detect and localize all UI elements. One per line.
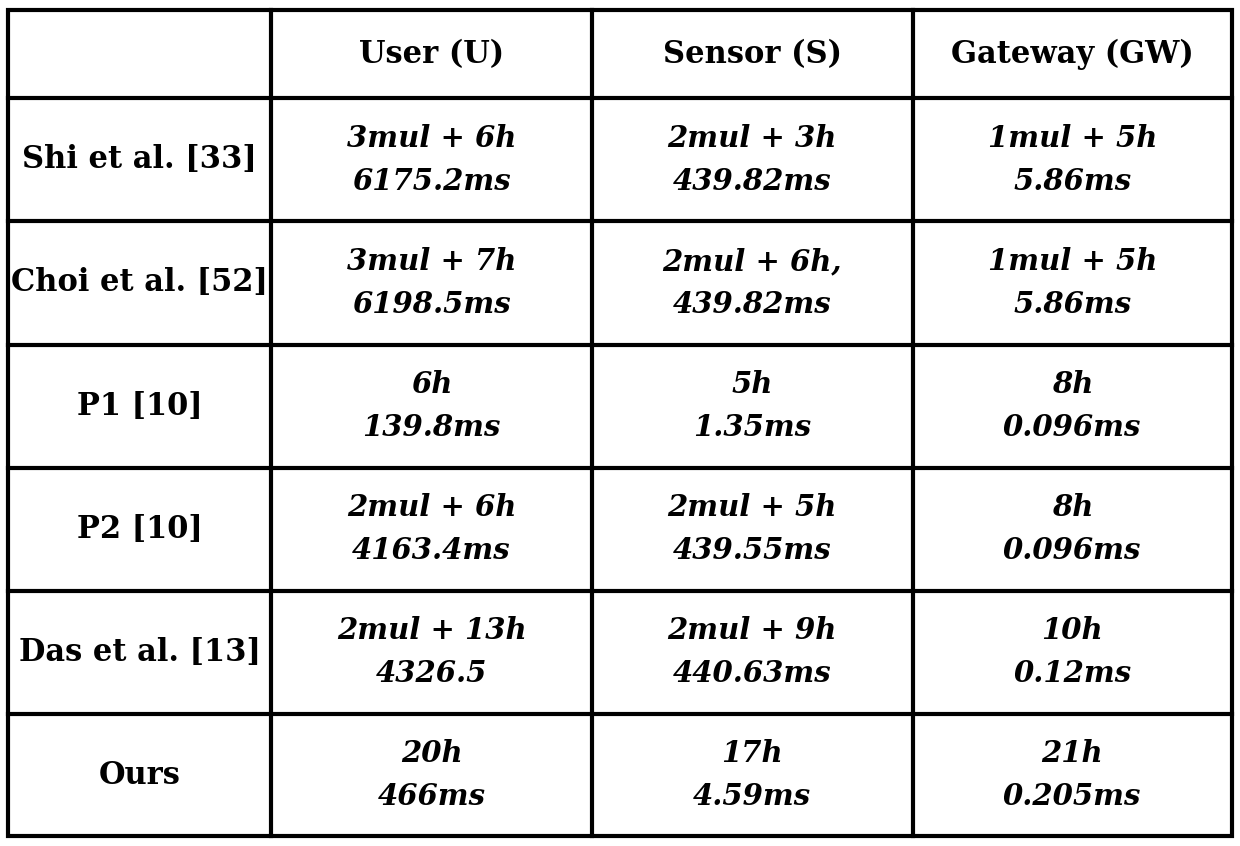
Text: 6198.5ms: 6198.5ms <box>352 290 511 319</box>
Text: 8h: 8h <box>1052 370 1092 399</box>
Text: 139.8ms: 139.8ms <box>362 413 501 442</box>
Text: 6175.2ms: 6175.2ms <box>352 167 511 196</box>
Text: 0.205ms: 0.205ms <box>1003 783 1142 811</box>
Text: 0.096ms: 0.096ms <box>1003 536 1142 565</box>
Text: 2mul + 3h: 2mul + 3h <box>667 124 837 153</box>
Text: 4.59ms: 4.59ms <box>693 783 811 811</box>
Text: 3mul + 6h: 3mul + 6h <box>347 124 516 153</box>
Text: User (U): User (U) <box>358 39 505 69</box>
Text: 3mul + 7h: 3mul + 7h <box>347 247 516 276</box>
Text: 2mul + 5h: 2mul + 5h <box>667 493 837 522</box>
Text: 21h: 21h <box>1042 739 1104 768</box>
Text: 2mul + 6h,: 2mul + 6h, <box>662 247 842 276</box>
Text: 0.096ms: 0.096ms <box>1003 413 1142 442</box>
Text: Gateway (GW): Gateway (GW) <box>951 39 1194 70</box>
Text: Sensor (S): Sensor (S) <box>662 39 842 69</box>
Text: 439.55ms: 439.55ms <box>673 536 832 565</box>
Text: 8h: 8h <box>1052 493 1092 522</box>
Text: 6h: 6h <box>410 370 453 399</box>
Text: 4326.5: 4326.5 <box>376 659 487 689</box>
Text: 439.82ms: 439.82ms <box>673 167 832 196</box>
Text: 20h: 20h <box>401 739 463 768</box>
Text: 466ms: 466ms <box>377 783 486 811</box>
Text: P2 [10]: P2 [10] <box>77 514 202 545</box>
Text: 1mul + 5h: 1mul + 5h <box>987 247 1157 276</box>
Text: 5h: 5h <box>732 370 773 399</box>
Text: Choi et al. [52]: Choi et al. [52] <box>11 267 268 299</box>
Text: 1mul + 5h: 1mul + 5h <box>987 124 1157 153</box>
Text: 10h: 10h <box>1042 616 1104 645</box>
Text: 1.35ms: 1.35ms <box>693 413 811 442</box>
Text: Shi et al. [33]: Shi et al. [33] <box>22 145 257 175</box>
Text: 2mul + 6h: 2mul + 6h <box>347 493 516 522</box>
Text: 440.63ms: 440.63ms <box>673 659 832 689</box>
Text: 2mul + 9h: 2mul + 9h <box>667 616 837 645</box>
Text: 439.82ms: 439.82ms <box>673 290 832 319</box>
Text: 2mul + 13h: 2mul + 13h <box>337 616 526 645</box>
Text: 17h: 17h <box>722 739 782 768</box>
Text: Das et al. [13]: Das et al. [13] <box>19 637 260 667</box>
Text: 5.86ms: 5.86ms <box>1013 290 1131 319</box>
Text: Ours: Ours <box>99 760 181 791</box>
Text: 4163.4ms: 4163.4ms <box>352 536 511 565</box>
Text: 5.86ms: 5.86ms <box>1013 167 1131 196</box>
Text: P1 [10]: P1 [10] <box>77 391 202 421</box>
Text: 0.12ms: 0.12ms <box>1013 659 1131 689</box>
